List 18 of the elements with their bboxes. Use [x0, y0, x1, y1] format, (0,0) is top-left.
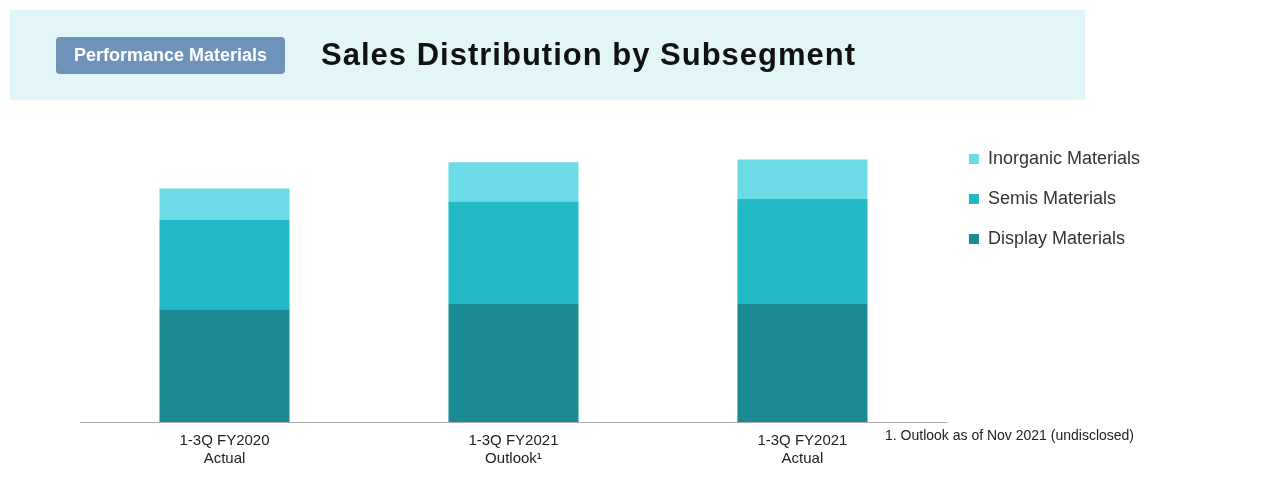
chart-subtitle: Performance Materials: [56, 36, 286, 74]
bar: [159, 309, 290, 422]
legend-label: Inorganic Materials: [987, 147, 1141, 168]
x-tick-label: 1-3Q FY2020 Actual: [179, 431, 270, 467]
bar: [448, 303, 579, 422]
bar: [159, 188, 290, 220]
bar: [448, 201, 579, 304]
bar: [737, 303, 868, 422]
bar: [448, 162, 579, 202]
legend-label: Display Materials: [987, 227, 1125, 248]
text: 1. Outlook as of Nov 2021 (undisclosed): [885, 427, 1135, 443]
legend-label: Semis Materials: [987, 187, 1116, 208]
bar: [737, 198, 868, 304]
x-tick-label: 1-3Q FY2021 Actual: [757, 431, 848, 467]
bar: [159, 219, 290, 310]
chart-title: Sales Distribution by Subsegment: [321, 37, 857, 73]
x-tick-label: 1-3Q FY2021 Outlook¹: [468, 431, 559, 467]
bar: [737, 159, 868, 199]
